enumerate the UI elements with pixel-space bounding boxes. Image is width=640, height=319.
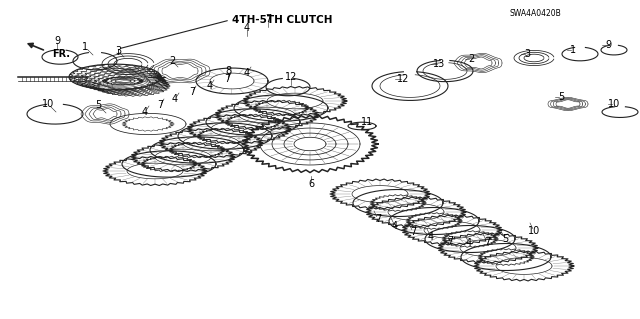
Text: 10: 10 — [528, 226, 540, 236]
Text: SWA4A0420B: SWA4A0420B — [510, 9, 562, 18]
Text: 9: 9 — [54, 36, 60, 46]
Text: 11: 11 — [361, 117, 373, 127]
Text: 7: 7 — [447, 236, 453, 246]
Text: 7: 7 — [157, 100, 163, 110]
Text: 5: 5 — [502, 234, 508, 244]
Text: 3: 3 — [115, 46, 121, 56]
Text: 4: 4 — [142, 107, 148, 117]
Text: 12: 12 — [397, 74, 409, 84]
Text: 7: 7 — [265, 14, 271, 24]
Text: 13: 13 — [433, 59, 445, 69]
Text: 12: 12 — [285, 72, 297, 82]
Text: 10: 10 — [42, 99, 54, 109]
Text: 7: 7 — [224, 74, 230, 84]
Text: 4: 4 — [428, 232, 434, 242]
Text: 6: 6 — [308, 179, 314, 189]
Text: 10: 10 — [608, 99, 620, 109]
Text: 4: 4 — [466, 238, 472, 248]
Text: 7: 7 — [375, 214, 381, 224]
Text: 1: 1 — [82, 42, 88, 52]
Text: 8: 8 — [225, 66, 231, 76]
Text: 4: 4 — [207, 81, 213, 91]
Text: 7: 7 — [189, 87, 195, 97]
Text: FR.: FR. — [52, 49, 70, 59]
Text: 4: 4 — [172, 94, 178, 104]
Text: 5: 5 — [558, 92, 564, 102]
Text: 5: 5 — [95, 100, 101, 110]
Text: 7: 7 — [410, 227, 416, 237]
Text: 1: 1 — [570, 45, 576, 55]
Text: 4TH-5TH CLUTCH: 4TH-5TH CLUTCH — [232, 15, 333, 25]
Text: 7: 7 — [484, 237, 490, 247]
Text: 2: 2 — [468, 54, 474, 64]
Text: 3: 3 — [524, 49, 530, 59]
Text: 9: 9 — [605, 40, 611, 50]
Text: 2: 2 — [169, 56, 175, 66]
Text: 4: 4 — [244, 68, 250, 78]
Text: 4: 4 — [392, 221, 398, 231]
Text: 4: 4 — [244, 23, 250, 33]
